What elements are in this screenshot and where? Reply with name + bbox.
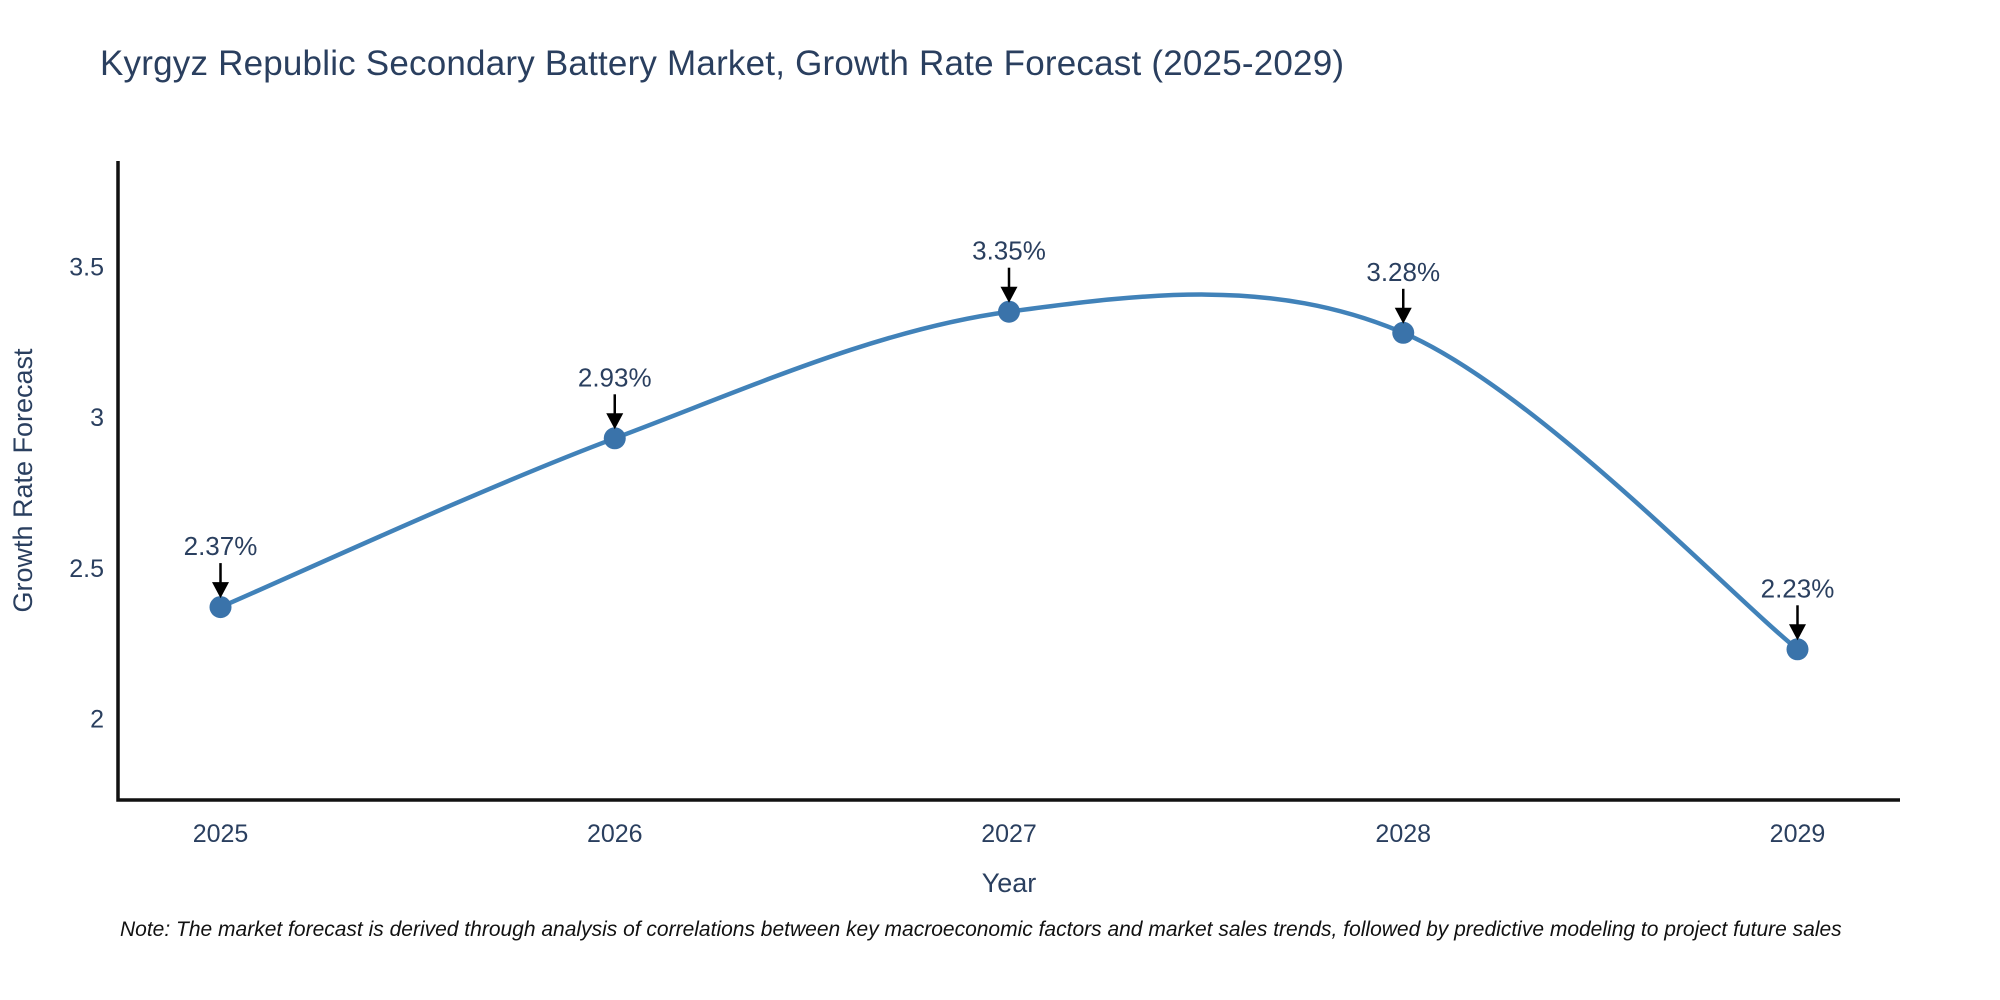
annotation-arrow-head — [1788, 624, 1806, 641]
x-tick-label: 2026 — [587, 820, 643, 848]
annotation-arrow-head — [606, 413, 624, 430]
data-point-2027 — [998, 300, 1020, 323]
data-point-2025 — [209, 596, 232, 619]
point-value-label: 3.28% — [1366, 257, 1440, 287]
data-point-2028 — [1392, 321, 1415, 344]
forecast-line — [218, 292, 1800, 652]
y-tick-label: 2.5 — [69, 555, 104, 583]
footnote-text: Note: The market forecast is derived thr… — [120, 918, 1842, 941]
y-tick-label: 3.5 — [69, 253, 104, 281]
y-tick-label: 3 — [90, 404, 104, 432]
x-tick-label: 2025 — [193, 820, 249, 848]
x-tick-label: 2028 — [1375, 820, 1431, 848]
axis-lines — [116, 161, 1900, 802]
point-value-label: 2.37% — [184, 531, 258, 561]
annotation-arrow-head — [212, 582, 230, 599]
x-tick-label: 2029 — [1770, 820, 1826, 848]
point-value-label: 3.35% — [972, 236, 1046, 266]
data-point-2026 — [603, 427, 626, 450]
point-value-label: 2.23% — [1761, 573, 1835, 603]
chart-title: Kyrgyz Republic Secondary Battery Market… — [100, 44, 1345, 83]
x-tick-label: 2027 — [981, 820, 1037, 848]
point-value-label: 2.93% — [578, 362, 652, 392]
annotation-arrow-head — [1000, 286, 1018, 303]
y-tick-label: 2 — [90, 706, 104, 734]
data-point-2029 — [1786, 638, 1809, 661]
annotation-arrow-head — [1394, 307, 1412, 324]
x-axis-title: Year — [982, 868, 1037, 898]
y-axis-title: Growth Rate Forecast — [8, 348, 38, 613]
